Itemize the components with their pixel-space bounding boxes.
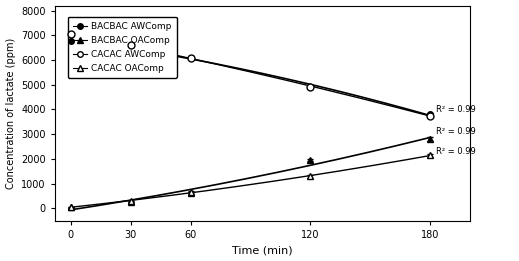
Text: R² = 0.99: R² = 0.99: [436, 147, 476, 156]
Y-axis label: Concentration of lactate (ppm): Concentration of lactate (ppm): [6, 38, 16, 189]
Text: R² = 0.99: R² = 0.99: [436, 127, 476, 136]
Legend: BACBAC AWComp, BACBAC OAComp, CACAC AWComp, CACAC OAComp: BACBAC AWComp, BACBAC OAComp, CACAC AWCo…: [67, 16, 177, 78]
X-axis label: Time (min): Time (min): [232, 245, 293, 256]
Text: R² = 0.99: R² = 0.99: [436, 105, 476, 114]
